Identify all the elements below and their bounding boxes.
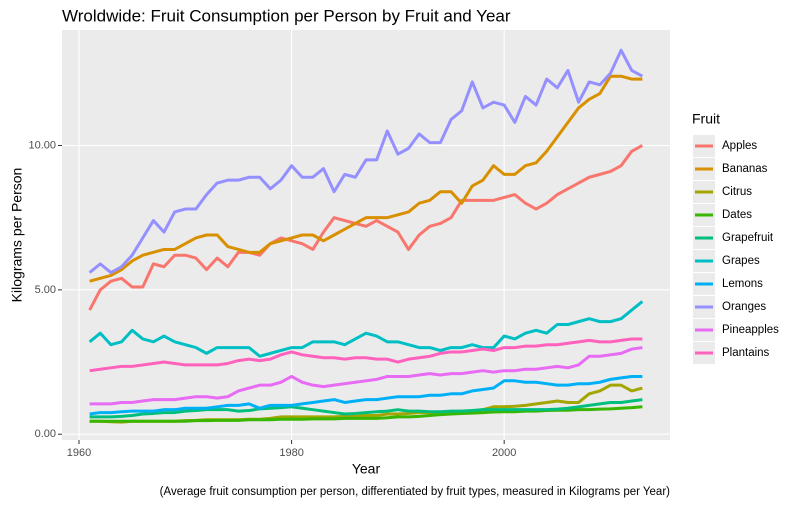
series-line [88,48,644,275]
legend-label: Grapefruit [722,232,774,244]
y-tick-label: 0.00 [35,428,56,440]
legend-title: Fruit [692,111,720,127]
series-line [88,300,644,358]
x-tick-label: 1980 [279,447,303,459]
legend-label: Plantains [722,347,770,359]
y-axis-title: Kilograms per Person [9,168,25,303]
legend-label: Dates [722,209,752,221]
series-line [89,346,643,406]
plot-panel [62,30,670,440]
legend-label: Pineapples [722,324,779,336]
y-tick-label: 10.00 [28,139,56,151]
series-line [89,374,643,416]
legend-label: Bananas [722,163,768,175]
caption: (Average fruit consumption per person, d… [160,486,670,498]
x-tick-label: 1960 [67,447,91,459]
series-line [89,74,643,283]
x-axis-title: Year [352,461,381,477]
legend-label: Grapes [722,255,760,267]
series-line [89,337,643,373]
chart-title: Wroldwide: Fruit Consumption per Person … [62,6,511,25]
legend-label: Citrus [722,186,752,198]
series-line [88,144,644,311]
y-tick-label: 5.00 [35,284,56,296]
legend-label: Lemons [722,278,763,290]
legend-label: Oranges [722,301,766,313]
legend-label: Apples [722,140,757,152]
x-tick-label: 2000 [492,447,516,459]
series-line [89,398,643,419]
